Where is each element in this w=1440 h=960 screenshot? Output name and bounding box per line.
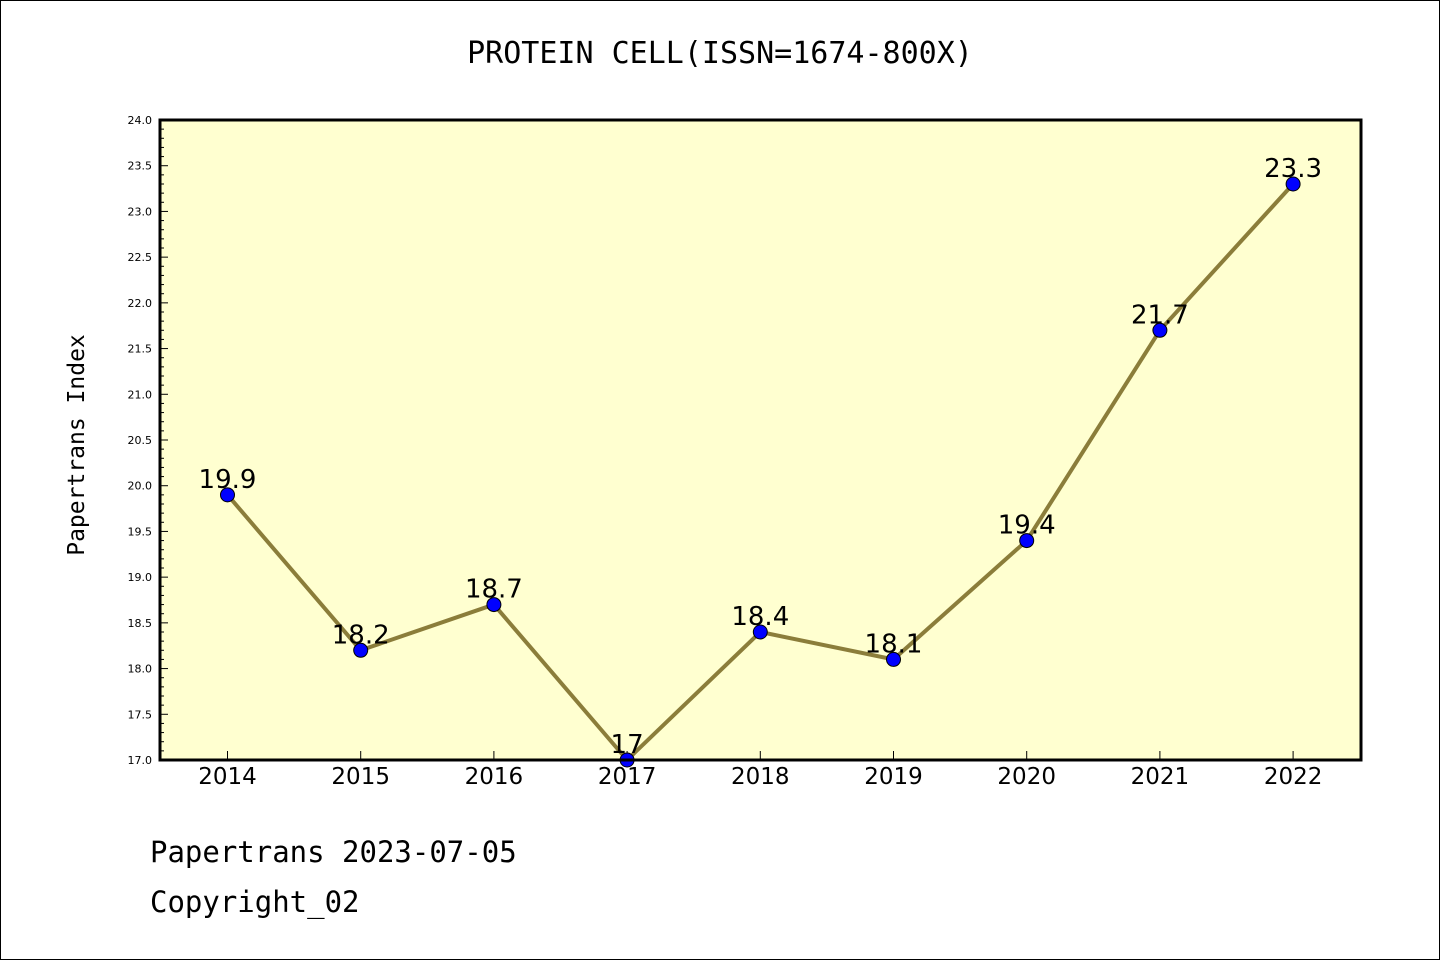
- x-tick-label: 2015: [331, 764, 390, 790]
- y-tick-label: 19.5: [128, 525, 153, 538]
- y-tick-label: 19.0: [128, 571, 153, 584]
- chart-title: PROTEIN CELL(ISSN=1674-800X): [467, 36, 973, 71]
- data-point: [353, 642, 369, 658]
- y-tick-label: 23.0: [128, 205, 153, 218]
- x-tick-label: 2019: [864, 764, 923, 790]
- data-label: 18.1: [865, 629, 923, 659]
- data-point: [1019, 533, 1035, 549]
- data-label: 19.9: [199, 465, 257, 495]
- data-label: 18.7: [465, 575, 523, 605]
- data-label: 18.2: [332, 620, 390, 650]
- y-tick-label: 21.0: [128, 388, 153, 401]
- y-tick-label: 17.0: [128, 754, 153, 767]
- data-label: 17: [611, 730, 644, 760]
- y-tick-label: 20.0: [128, 480, 153, 493]
- data-label: 18.4: [731, 602, 789, 632]
- data-labels: 19.9 18.2 18.7 17 18.4 18.1 19.4 21.7 23.3: [199, 154, 1322, 760]
- data-label: 23.3: [1264, 154, 1322, 184]
- x-tick-label: 2022: [1264, 764, 1323, 790]
- data-point: [1152, 322, 1168, 338]
- data-label: 21.7: [1131, 300, 1189, 330]
- x-tick-label: 2020: [997, 764, 1056, 790]
- x-tick-label: 2016: [465, 764, 524, 790]
- footer-copyright: Copyright_02: [150, 885, 360, 919]
- x-tick-label: 2014: [198, 764, 257, 790]
- plot-area: [160, 120, 1361, 760]
- plot-border: [158, 118, 1363, 762]
- x-tick-label: 2021: [1131, 764, 1190, 790]
- y-tick-label: 18.5: [128, 617, 153, 630]
- data-point: [886, 651, 901, 667]
- data-point: [1285, 176, 1301, 192]
- data-markers: [220, 176, 1301, 768]
- data-point: [486, 597, 502, 613]
- y-tick-label: 24.0: [128, 114, 153, 127]
- x-tick-label: 2017: [598, 764, 657, 790]
- x-axis-ticks: 2014 2015 2016 2017 2018 2019 2020 2021 2022: [198, 751, 1322, 790]
- y-tick-label: 22.5: [128, 251, 153, 264]
- y-tick-label: 20.5: [128, 434, 153, 447]
- data-point: [220, 487, 235, 503]
- y-tick-label: 21.5: [128, 343, 153, 356]
- data-label: 19.4: [998, 511, 1056, 541]
- y-tick-label: 18.0: [128, 663, 153, 676]
- y-tick-label: 17.5: [128, 708, 153, 721]
- x-tick-label: 2018: [731, 764, 790, 790]
- y-tick-label: 23.5: [128, 160, 153, 173]
- y-tick-label: 22.0: [128, 297, 153, 310]
- data-point: [752, 624, 768, 640]
- footer-date: Papertrans 2023-07-05: [150, 835, 517, 869]
